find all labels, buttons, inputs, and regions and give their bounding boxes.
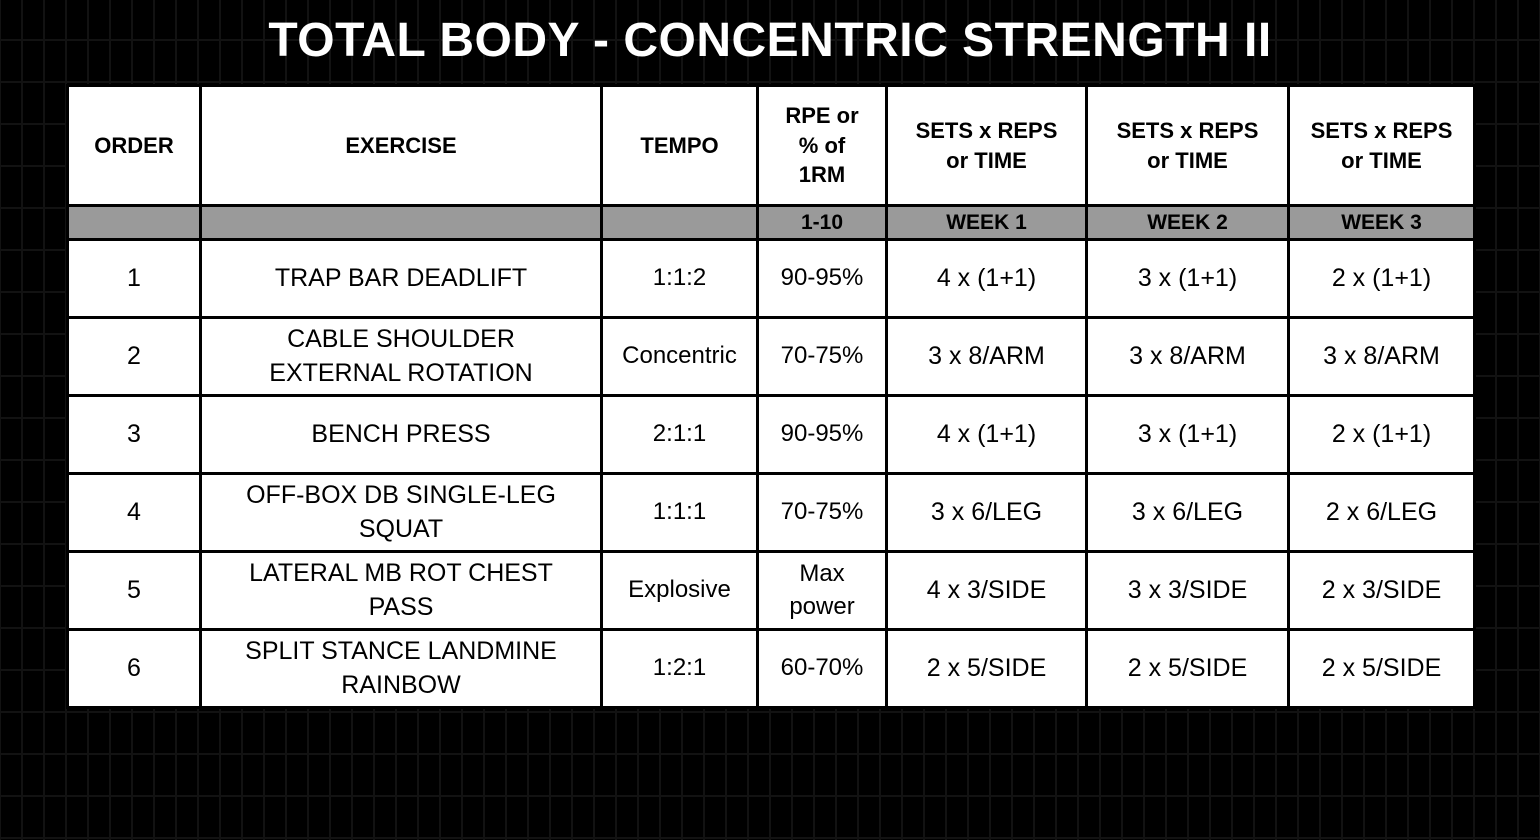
table-header-row: ORDER EXERCISE TEMPO RPE or % of 1RM SET… [66, 84, 1476, 207]
cell-tempo-row6[interactable]: 1:2:1 [600, 628, 759, 709]
column-header-week2[interactable]: SETS x REPS or TIME [1085, 84, 1290, 207]
cell-week1-row3[interactable]: 4 x (1+1) [885, 394, 1088, 475]
cell-order-row2[interactable]: 2 [66, 316, 202, 397]
cell-order-row5[interactable]: 5 [66, 550, 202, 631]
cell-week1-row5[interactable]: 4 x 3/SIDE [885, 550, 1088, 631]
exercise-row: 6 SPLIT STANCE LANDMINE RAINBOW 1:2:1 60-70… [66, 628, 1476, 709]
subheader-rpe-scale[interactable]: 1-10 [756, 204, 888, 241]
column-header-week1[interactable]: SETS x REPS or TIME [885, 84, 1088, 207]
cell-week2-row5[interactable]: 3 x 3/SIDE [1085, 550, 1290, 631]
cell-week3-row6[interactable]: 2 x 5/SIDE [1287, 628, 1476, 709]
column-header-week3[interactable]: SETS x REPS or TIME [1287, 84, 1476, 207]
column-header-exercise[interactable]: EXERCISE [199, 84, 603, 207]
subheader-week1-label[interactable]: WEEK 1 [885, 204, 1088, 241]
cell-week3-row2[interactable]: 3 x 8/ARM [1287, 316, 1476, 397]
cell-rpe-row3[interactable]: 90-95% [756, 394, 888, 475]
column-header-tempo[interactable]: TEMPO [600, 84, 759, 207]
cell-week3-row4[interactable]: 2 x 6/LEG [1287, 472, 1476, 553]
cell-exercise-row5[interactable]: LATERAL MB ROT CHEST PASS [199, 550, 603, 631]
cell-week3-row5[interactable]: 2 x 3/SIDE [1287, 550, 1476, 631]
column-header-order[interactable]: ORDER [66, 84, 202, 207]
cell-tempo-row3[interactable]: 2:1:1 [600, 394, 759, 475]
subheader-tempo-blank[interactable] [600, 204, 759, 241]
cell-week2-row6[interactable]: 2 x 5/SIDE [1085, 628, 1290, 709]
cell-rpe-row4[interactable]: 70-75% [756, 472, 888, 553]
cell-tempo-row4[interactable]: 1:1:1 [600, 472, 759, 553]
exercise-row: 5 LATERAL MB ROT CHEST PASS Explosive Max p… [66, 550, 1476, 631]
exercise-row: 4 OFF-BOX DB SINGLE-LEG SQUAT 1:1:1 70-75% 3… [66, 472, 1476, 553]
cell-week1-row4[interactable]: 3 x 6/LEG [885, 472, 1088, 553]
cell-week2-row2[interactable]: 3 x 8/ARM [1085, 316, 1290, 397]
cell-week3-row1[interactable]: 2 x (1+1) [1287, 238, 1476, 319]
cell-week2-row1[interactable]: 3 x (1+1) [1085, 238, 1290, 319]
cell-rpe-row6[interactable]: 60-70% [756, 628, 888, 709]
cell-tempo-row2[interactable]: Concentric [600, 316, 759, 397]
cell-exercise-row2[interactable]: CABLE SHOULDER EXTERNAL ROTATION [199, 316, 603, 397]
column-header-rpe[interactable]: RPE or % of 1RM [756, 84, 888, 207]
subheader-week3-label[interactable]: WEEK 3 [1287, 204, 1476, 241]
subheader-exercise-blank[interactable] [199, 204, 603, 241]
cell-tempo-row5[interactable]: Explosive [600, 550, 759, 631]
cell-order-row1[interactable]: 1 [66, 238, 202, 319]
cell-week2-row4[interactable]: 3 x 6/LEG [1085, 472, 1290, 553]
cell-order-row4[interactable]: 4 [66, 472, 202, 553]
cell-exercise-row3[interactable]: BENCH PRESS [199, 394, 603, 475]
subheader-order-blank[interactable] [66, 204, 202, 241]
cell-week1-row2[interactable]: 3 x 8/ARM [885, 316, 1088, 397]
cell-week1-row6[interactable]: 2 x 5/SIDE [885, 628, 1088, 709]
workout-program-table: ORDER EXERCISE TEMPO RPE or % of 1RM SET… [66, 84, 1476, 709]
sheet-title: TOTAL BODY - CONCENTRIC STRENGTH II [268, 14, 1272, 67]
cell-rpe-row2[interactable]: 70-75% [756, 316, 888, 397]
cell-rpe-row1[interactable]: 90-95% [756, 238, 888, 319]
cell-exercise-row1[interactable]: TRAP BAR DEADLIFT [199, 238, 603, 319]
cell-rpe-row5[interactable]: Max power [756, 550, 888, 631]
cell-exercise-row4[interactable]: OFF-BOX DB SINGLE-LEG SQUAT [199, 472, 603, 553]
exercise-row: 3 BENCH PRESS 2:1:1 90-95% 4 x (1+1) 3 x (1+1… [66, 394, 1476, 475]
cell-week3-row3[interactable]: 2 x (1+1) [1287, 394, 1476, 475]
cell-order-row6[interactable]: 6 [66, 628, 202, 709]
cell-tempo-row1[interactable]: 1:1:2 [600, 238, 759, 319]
cell-week1-row1[interactable]: 4 x (1+1) [885, 238, 1088, 319]
table-subheader-row: 1-10 WEEK 1 WEEK 2 WEEK 3 [66, 204, 1476, 241]
cell-exercise-row6[interactable]: SPLIT STANCE LANDMINE RAINBOW [199, 628, 603, 709]
exercise-row: 1 TRAP BAR DEADLIFT 1:1:2 90-95% 4 x (1+1) 3 … [66, 238, 1476, 319]
cell-week2-row3[interactable]: 3 x (1+1) [1085, 394, 1290, 475]
exercise-row: 2 CABLE SHOULDER EXTERNAL ROTATION Concent… [66, 316, 1476, 397]
cell-order-row3[interactable]: 3 [66, 394, 202, 475]
subheader-week2-label[interactable]: WEEK 2 [1085, 204, 1290, 241]
